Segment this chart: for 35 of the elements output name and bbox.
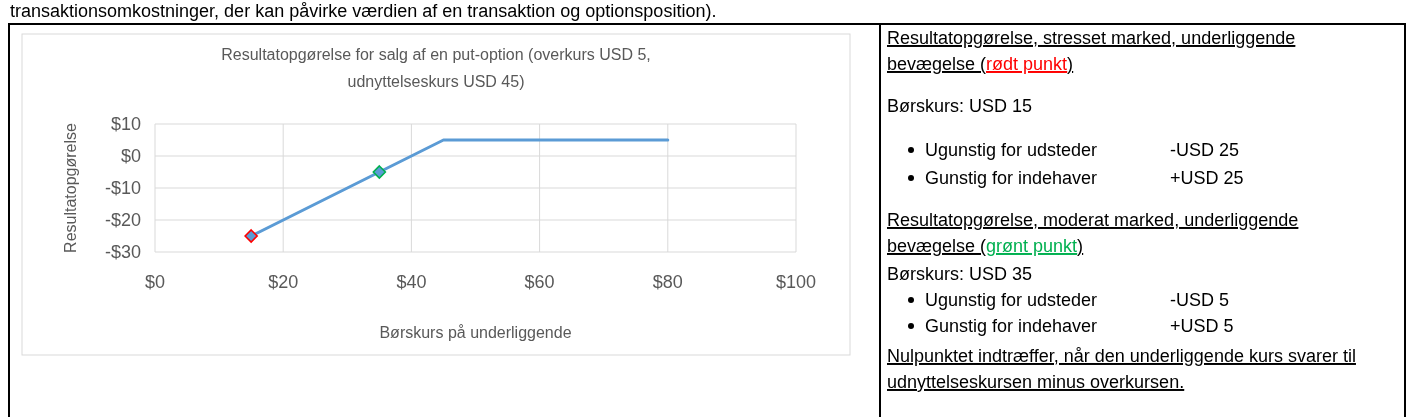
- y-axis-title: Resultatopgørelse: [61, 122, 79, 253]
- text: grønt punkt: [986, 236, 1078, 256]
- text: Resultatopgørelse, moderat marked, underliggende: [887, 210, 1299, 230]
- text: Gunstig for indehaver: [925, 316, 1098, 336]
- y-tick-label: $10: [110, 114, 141, 135]
- x-tick-label: $80: [652, 272, 683, 293]
- text: Ugunstig for udsteder: [925, 140, 1098, 160]
- x-tick-label: $100: [775, 272, 817, 293]
- x-tick-label: $20: [268, 272, 299, 293]
- x-tick-label: $40: [396, 272, 427, 293]
- text: transaktionsomkostninger, der kan påvirke værdien af en transaktion og optionsposition).: [10, 1, 717, 21]
- text: bevægelse (: [887, 236, 987, 256]
- text: Gunstig for indehaver: [925, 168, 1098, 188]
- x-tick-label: $60: [524, 272, 555, 293]
- text: -USD 5: [1170, 290, 1230, 310]
- text: udnyttelseskursen minus overkursen.: [887, 372, 1185, 392]
- text: Ugunstig for udsteder: [925, 290, 1098, 310]
- x-axis-title: Børskurs på underliggende: [379, 323, 572, 341]
- y-tick-label: -$20: [104, 210, 141, 231]
- y-tick-label: -$10: [104, 178, 141, 199]
- chart-title: Resultatopgørelse for salg af en put-option (overkurs USD 5, udnyttelseskurs USD 45): [221, 46, 651, 90]
- y-tick-label: $0: [120, 146, 141, 167]
- text: Børskurs: USD 15: [887, 96, 1033, 116]
- text: -USD 25: [1170, 140, 1240, 160]
- text: ): [1067, 54, 1074, 74]
- text: +USD 5: [1170, 316, 1234, 336]
- text: bevægelse (: [887, 54, 987, 74]
- text: Resultatopgørelse, stresset marked, underliggende: [887, 28, 1296, 48]
- text: +USD 25: [1170, 168, 1244, 188]
- text: rødt punkt: [986, 54, 1068, 74]
- text: Børskurs: USD 35: [887, 264, 1033, 284]
- y-tick-label: -$30: [104, 242, 141, 263]
- text: Nulpunktet indtræffer, når den underliggende kurs svarer til: [887, 346, 1356, 366]
- text: ): [1077, 236, 1084, 256]
- x-tick-label: $0: [144, 272, 166, 293]
